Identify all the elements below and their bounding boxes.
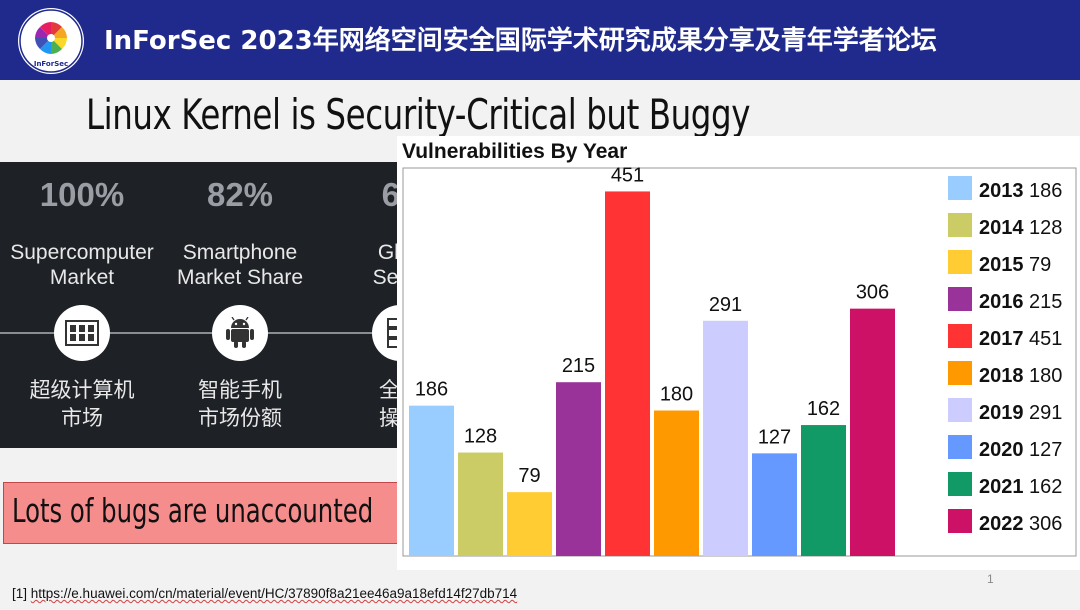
stat-label: Smartphone Market Share: [176, 241, 304, 289]
legend-swatch: [948, 250, 972, 274]
legend-entry: 2013 186: [979, 180, 1062, 202]
bar-value-label: 128: [464, 426, 497, 448]
footnote: [1] https://e.huawei.com/cn/material/eve…: [12, 586, 517, 601]
bar-2013: [409, 405, 454, 556]
bar-value-label: 291: [709, 294, 742, 316]
android-icon: [212, 305, 268, 361]
legend-entry: 2017 451: [979, 328, 1062, 350]
legend-value: 127: [1024, 439, 1063, 461]
legend-entry: 2020 127: [979, 439, 1062, 461]
banner-title: InForSec 2023年网络空间安全国际学术研究成果分享及青年学者论坛: [104, 26, 937, 56]
legend-year: 2015: [979, 254, 1024, 276]
legend-value: 128: [1024, 217, 1063, 239]
legend-swatch: [948, 361, 972, 385]
stat-label: Supercomputer Market: [10, 241, 154, 289]
bar-value-label: 215: [562, 355, 595, 377]
legend-year: 2016: [979, 291, 1024, 313]
bar-2014: [458, 452, 503, 556]
market-share-panel: 100% Supercomputer Market 超级计算机 市场 82% S…: [0, 162, 412, 448]
legend-value: 306: [1024, 513, 1063, 535]
legend-entry: 2019 291: [979, 402, 1062, 424]
legend-value: 162: [1024, 476, 1063, 498]
logo-text: InForSec: [34, 60, 68, 68]
header-banner: InForSec InForSec 2023年网络空间安全国际学术研究成果分享及…: [0, 0, 1080, 80]
bar-label-group: 186 128 79 215 451 180 291 127 162 306: [415, 164, 889, 487]
bar-2017: [605, 191, 650, 557]
bar-2022: [850, 308, 895, 556]
stat-label-cn: 智能手机 市场份额: [198, 378, 282, 430]
legend-swatch: [948, 509, 972, 533]
callout-box: Lots of bugs are unaccounted: [3, 482, 399, 544]
bar-value-label: 180: [660, 384, 693, 406]
server-grid-icon: [54, 305, 110, 361]
bar-value-label: 186: [415, 379, 448, 401]
legend-year: 2022: [979, 513, 1024, 535]
legend-value: 79: [1024, 254, 1052, 276]
legend-year: 2019: [979, 402, 1024, 424]
bar-value-label: 127: [758, 426, 791, 448]
legend-entry: 2016 215: [979, 291, 1062, 313]
bar-2021: [801, 425, 846, 556]
bar-2019: [703, 320, 748, 556]
legend-entry: 2014 128: [979, 217, 1062, 239]
legend-year: 2018: [979, 365, 1024, 387]
legend-entry: 2015 79: [979, 254, 1051, 276]
legend-entry: 2022 306: [979, 513, 1062, 535]
bar-value-label: 306: [856, 282, 889, 304]
legend-swatch: [948, 398, 972, 422]
legend-swatch: [948, 213, 972, 237]
bar-value-label: 162: [807, 398, 840, 420]
legend-value: 451: [1024, 328, 1063, 350]
bar-2016: [556, 382, 601, 556]
legend-year: 2021: [979, 476, 1024, 498]
legend-swatch: [948, 435, 972, 459]
bar-value-label: 79: [518, 465, 540, 487]
legend-value: 291: [1024, 402, 1063, 424]
legend-year: 2014: [979, 217, 1024, 239]
callout-text: Lots of bugs are unaccounted: [12, 491, 374, 530]
panel-connector-line: [0, 332, 412, 334]
legend-swatch: [948, 176, 972, 200]
inforsec-logo: InForSec: [18, 8, 84, 74]
footnote-link[interactable]: https://e.huawei.com/cn/material/event/H…: [30, 586, 518, 601]
bar-2020: [752, 453, 797, 556]
legend-year: 2017: [979, 328, 1024, 350]
page-number: 1: [987, 572, 994, 586]
chart-title: Vulnerabilities By Year: [402, 140, 628, 163]
legend-swatch: [948, 472, 972, 496]
bar-group: [409, 191, 895, 557]
stat-percent: 82%: [206, 176, 274, 213]
footnote-ref: [1]: [12, 586, 28, 601]
legend-swatch: [948, 324, 972, 348]
inforsec-logo-icon: InForSec: [19, 9, 83, 73]
slide-title: Linux Kernel is Security-Critical but Bu…: [86, 90, 751, 139]
bar-value-label: 451: [611, 164, 644, 186]
legend-value: 215: [1024, 291, 1063, 313]
legend-value: 180: [1024, 365, 1063, 387]
stat-label-cn: 超级计算机 市场: [29, 378, 135, 430]
legend-year: 2013: [979, 180, 1024, 202]
legend-value: 186: [1024, 180, 1063, 202]
stat-percent: 100%: [39, 176, 125, 213]
legend-entry: 2021 162: [979, 476, 1062, 498]
legend-year: 2020: [979, 439, 1024, 461]
legend-entry: 2018 180: [979, 365, 1062, 387]
bar-2018: [654, 410, 699, 556]
legend-swatch: [948, 287, 972, 311]
bar-2015: [507, 492, 552, 556]
